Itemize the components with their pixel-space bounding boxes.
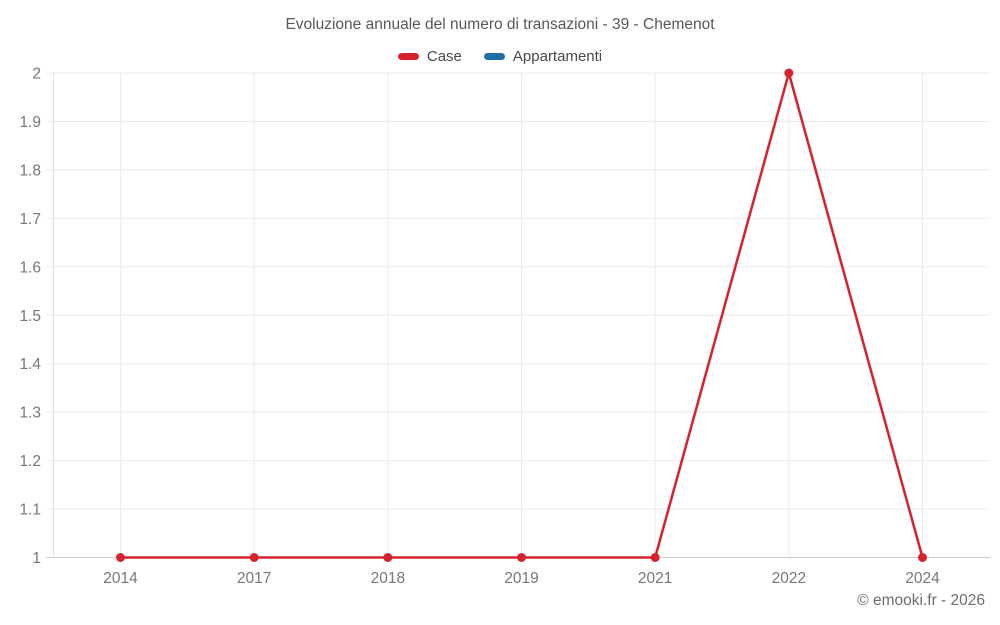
legend-item-appartamenti[interactable]: Appartamenti [483, 47, 603, 65]
x-tick-label: 2017 [237, 570, 271, 587]
x-tick-label: 2018 [371, 570, 405, 587]
data-point-case[interactable] [784, 68, 794, 78]
y-tick-label: 1.8 [19, 162, 41, 179]
data-point-case[interactable] [383, 553, 393, 562]
legend-swatch [483, 52, 505, 60]
y-tick-label: 1.7 [19, 211, 41, 228]
chart-title: Evoluzione annuale del numero di transaz… [285, 16, 715, 33]
legend-swatch [397, 52, 419, 60]
y-tick-label: 1.3 [19, 405, 41, 422]
data-point-case[interactable] [517, 553, 526, 562]
y-tick-label: 1.1 [19, 502, 41, 519]
y-tick-label: 1 [32, 550, 41, 567]
x-tick-label: 2021 [638, 570, 672, 587]
y-tick-label: 1.6 [19, 259, 41, 276]
x-tick-label: 2022 [772, 570, 806, 587]
copyright: © emooki.fr - 2026 [857, 592, 985, 609]
y-tick-label: 1.4 [19, 356, 41, 373]
y-tick-label: 1.2 [19, 453, 41, 470]
x-tick-label: 2019 [504, 570, 538, 587]
y-tick-label: 1.9 [19, 114, 41, 131]
data-point-case[interactable] [249, 553, 259, 562]
data-point-case[interactable] [650, 553, 660, 562]
chart-legend: Case Appartamenti [0, 46, 1000, 66]
x-tick-label: 2024 [905, 570, 940, 587]
legend-label: Case [426, 47, 462, 65]
y-tick-label: 1.5 [19, 308, 41, 325]
data-point-case[interactable] [918, 553, 927, 562]
legend-item-case[interactable]: Case [397, 47, 462, 65]
data-point-case[interactable] [116, 553, 125, 562]
y-tick-label: 2 [32, 66, 41, 83]
legend-label: Appartamenti [512, 47, 603, 65]
x-tick-label: 2014 [103, 570, 138, 587]
